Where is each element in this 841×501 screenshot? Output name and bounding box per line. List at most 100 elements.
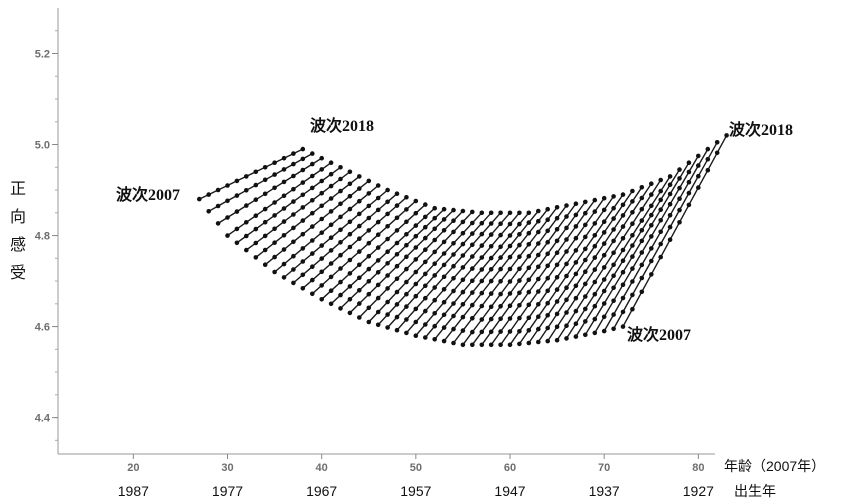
cohort-line xyxy=(387,212,492,328)
cohort-point xyxy=(319,243,325,248)
cohort-point xyxy=(404,291,409,297)
y-axis-label-char-4: 受 xyxy=(10,264,26,282)
cohort-point xyxy=(385,299,390,305)
cohort-point xyxy=(479,231,485,237)
cohort-point xyxy=(234,226,240,232)
cohort-point xyxy=(498,329,503,334)
cohort-point xyxy=(300,231,306,237)
cohort-point xyxy=(366,319,372,325)
cohort-point xyxy=(394,252,400,257)
cohort-point xyxy=(413,306,419,312)
cohort-point xyxy=(460,314,466,320)
cohort-point xyxy=(357,223,362,229)
cohort-point xyxy=(470,342,475,348)
cohort-point xyxy=(253,226,259,232)
cohort-point xyxy=(488,342,494,348)
cohort-point xyxy=(394,302,400,307)
cohort-point xyxy=(244,203,249,208)
cohort-point xyxy=(667,213,673,218)
cohort-point xyxy=(375,270,381,275)
cohort-point xyxy=(611,227,616,232)
cohort-point xyxy=(291,173,296,179)
cohort-point xyxy=(451,340,456,346)
cohort-point xyxy=(375,183,381,188)
cohort-point xyxy=(498,221,503,226)
cohort-point xyxy=(658,254,663,260)
cohort-point xyxy=(620,247,626,253)
cohort-point xyxy=(649,203,654,209)
cohort-point xyxy=(592,330,598,336)
cohort-point xyxy=(696,153,701,159)
cohort-point xyxy=(517,210,522,216)
cohort-point xyxy=(470,209,475,215)
cohort-point xyxy=(215,203,221,209)
cohort-point xyxy=(601,277,607,282)
cohort-point xyxy=(262,247,268,253)
cohort-point xyxy=(630,188,635,194)
y-axis-label: 正 向 感 受 xyxy=(10,181,26,282)
cohort-point xyxy=(451,252,456,257)
cohort-point xyxy=(328,209,334,214)
cohort-point xyxy=(601,288,607,294)
cohort-point xyxy=(366,291,372,297)
cohort-point xyxy=(300,218,306,223)
cohort-point xyxy=(536,314,541,320)
cohort-point xyxy=(630,243,635,248)
cohort-point xyxy=(630,199,635,204)
cohort-point xyxy=(601,195,607,201)
cohort-point xyxy=(291,161,296,167)
cohort-point xyxy=(385,236,390,242)
cohort-point xyxy=(394,240,400,246)
cohort-point xyxy=(583,294,588,299)
cohort-series-age-29 xyxy=(215,155,325,226)
cohort-point xyxy=(394,215,400,221)
cohort-point xyxy=(554,299,560,304)
cohort-point xyxy=(686,202,692,208)
cohort-series-age-67 xyxy=(573,167,682,339)
cohort-point xyxy=(328,288,334,294)
cohort-point xyxy=(630,266,635,271)
cohort-point xyxy=(498,342,503,348)
cohort-point xyxy=(375,207,381,213)
cohort-point xyxy=(347,181,353,187)
cohort-line xyxy=(547,183,652,342)
cohort-point xyxy=(432,323,438,329)
cohort-point xyxy=(470,266,475,271)
cohort-point xyxy=(272,240,277,245)
annotation-right-wave-2018: 波次2018 xyxy=(729,120,793,139)
cohort-point xyxy=(470,220,475,226)
cohort-point xyxy=(649,212,654,218)
cohort-point xyxy=(573,295,579,301)
cohort-point xyxy=(470,242,475,248)
cohort-point xyxy=(460,277,466,283)
cohort-series-age-68 xyxy=(583,160,692,338)
cohort-point xyxy=(517,232,522,237)
cohort-point xyxy=(545,217,550,222)
cohort-point xyxy=(300,272,306,278)
cohort-series-age-56 xyxy=(470,201,579,348)
cohort-series-age-55 xyxy=(460,203,569,348)
cohort-point xyxy=(696,173,701,179)
y-axis-label-char-1: 正 xyxy=(10,181,26,198)
cohort-point xyxy=(432,273,438,278)
cohort-point xyxy=(526,242,532,247)
cohort-series-age-43 xyxy=(347,207,456,316)
cohort-point xyxy=(536,302,541,307)
cohort-point xyxy=(592,255,598,260)
cohort-point xyxy=(705,156,711,162)
cohort-point xyxy=(441,217,447,222)
cohort-point xyxy=(526,340,532,346)
cohort-point xyxy=(272,254,277,260)
cohort-point xyxy=(432,205,438,211)
cohort-line xyxy=(452,206,558,344)
cohort-point xyxy=(686,190,692,196)
cohort-point xyxy=(488,255,494,261)
cohort-point xyxy=(319,269,325,275)
cohort-point xyxy=(667,174,673,179)
cohort-line xyxy=(556,179,662,341)
cohort-point xyxy=(375,282,381,288)
cohort-point xyxy=(536,218,541,224)
cohort-series-age-69 xyxy=(592,153,701,336)
cohort-point xyxy=(611,326,616,332)
